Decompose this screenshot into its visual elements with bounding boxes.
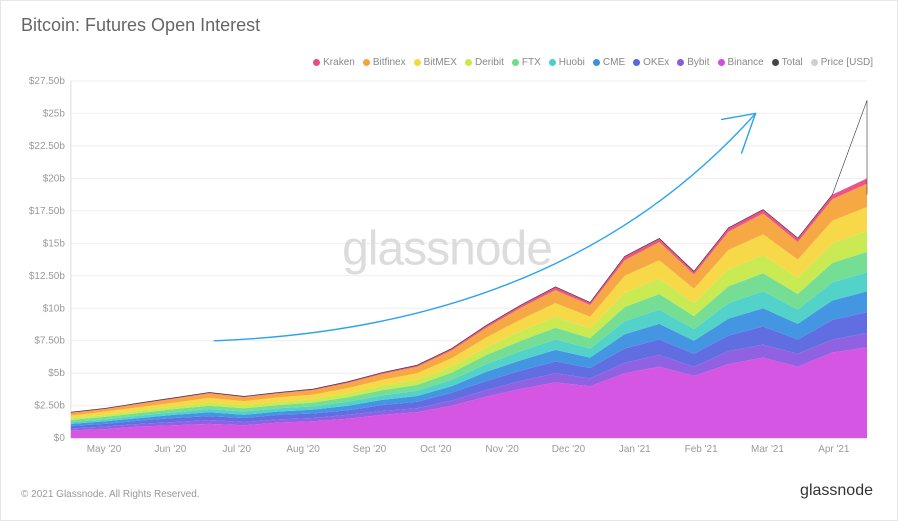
footer: © 2021 Glassnode. All Rights Reserved. g… xyxy=(21,482,873,500)
chart-title: Bitcoin: Futures Open Interest xyxy=(21,15,897,36)
svg-text:May '20: May '20 xyxy=(87,444,122,455)
svg-text:$0: $0 xyxy=(54,433,66,444)
stacked-area-chart: $0 $2.50b $5b $7.50b $10b $12.50b $15b $17.50b $… xyxy=(21,75,873,462)
legend-label: Kraken xyxy=(323,57,355,68)
chart-area: $0 $2.50b $5b $7.50b $10b $12.50b $15b $17.50b $… xyxy=(21,75,873,462)
legend-swatch xyxy=(549,59,556,66)
legend-item[interactable]: FTX xyxy=(512,57,541,68)
brand-logo-text: glassnode xyxy=(800,482,873,500)
svg-text:$10b: $10b xyxy=(43,303,66,314)
legend-item[interactable]: BitMEX xyxy=(414,57,457,68)
legend-label: BitMEX xyxy=(424,57,457,68)
legend-item[interactable]: Price [USD] xyxy=(811,57,873,68)
legend-item[interactable]: Bybit xyxy=(677,57,709,68)
legend-label: Binance xyxy=(728,57,764,68)
legend-label: Bitfinex xyxy=(373,57,406,68)
svg-text:Dec '20: Dec '20 xyxy=(552,444,586,455)
legend-label: CME xyxy=(603,57,625,68)
svg-text:$12.50b: $12.50b xyxy=(29,271,65,282)
svg-text:Jan '21: Jan '21 xyxy=(619,444,651,455)
legend-item[interactable]: Huobi xyxy=(549,57,585,68)
legend: Kraken Bitfinex BitMEX Deribit FTX Huobi CME OK… xyxy=(305,57,873,69)
svg-text:Sep '20: Sep '20 xyxy=(353,444,387,455)
svg-text:$20b: $20b xyxy=(43,173,66,184)
svg-text:Nov '20: Nov '20 xyxy=(485,444,519,455)
svg-text:$25b: $25b xyxy=(43,108,66,119)
legend-swatch xyxy=(677,59,684,66)
svg-text:Mar '21: Mar '21 xyxy=(751,444,784,455)
svg-text:$7.50b: $7.50b xyxy=(34,336,65,347)
legend-label: Deribit xyxy=(475,57,504,68)
legend-swatch xyxy=(772,59,779,66)
svg-text:$2.50b: $2.50b xyxy=(34,401,65,412)
legend-swatch xyxy=(633,59,640,66)
legend-label: Huobi xyxy=(559,57,585,68)
legend-swatch xyxy=(811,59,818,66)
svg-text:$27.50b: $27.50b xyxy=(29,76,65,87)
legend-swatch xyxy=(465,59,472,66)
legend-item[interactable]: Deribit xyxy=(465,57,504,68)
chart-card: { "title": "Bitcoin: Futures Open Intere… xyxy=(0,0,898,521)
legend-swatch xyxy=(593,59,600,66)
legend-swatch xyxy=(313,59,320,66)
legend-label: Price [USD] xyxy=(821,57,873,68)
legend-swatch xyxy=(363,59,370,66)
legend-item[interactable]: CME xyxy=(593,57,625,68)
legend-label: Total xyxy=(782,57,803,68)
svg-text:$17.50b: $17.50b xyxy=(29,206,65,217)
legend-label: OKEx xyxy=(643,57,669,68)
svg-text:Jul '20: Jul '20 xyxy=(222,444,251,455)
legend-swatch xyxy=(512,59,519,66)
legend-label: FTX xyxy=(522,57,541,68)
svg-text:Aug '20: Aug '20 xyxy=(286,444,320,455)
legend-label: Bybit xyxy=(687,57,709,68)
svg-text:$5b: $5b xyxy=(48,368,65,379)
svg-text:Jun '20: Jun '20 xyxy=(154,444,186,455)
legend-item[interactable]: Total xyxy=(772,57,803,68)
legend-item[interactable]: OKEx xyxy=(633,57,669,68)
legend-swatch xyxy=(414,59,421,66)
copyright-text: © 2021 Glassnode. All Rights Reserved. xyxy=(21,489,200,500)
svg-text:$22.50b: $22.50b xyxy=(29,141,65,152)
svg-text:Apr '21: Apr '21 xyxy=(818,444,850,455)
legend-item[interactable]: Bitfinex xyxy=(363,57,406,68)
legend-swatch xyxy=(718,59,725,66)
svg-text:Feb '21: Feb '21 xyxy=(685,444,718,455)
legend-item[interactable]: Kraken xyxy=(313,57,355,68)
legend-item[interactable]: Binance xyxy=(718,57,764,68)
svg-text:Oct '20: Oct '20 xyxy=(420,444,452,455)
svg-text:$15b: $15b xyxy=(43,238,66,249)
